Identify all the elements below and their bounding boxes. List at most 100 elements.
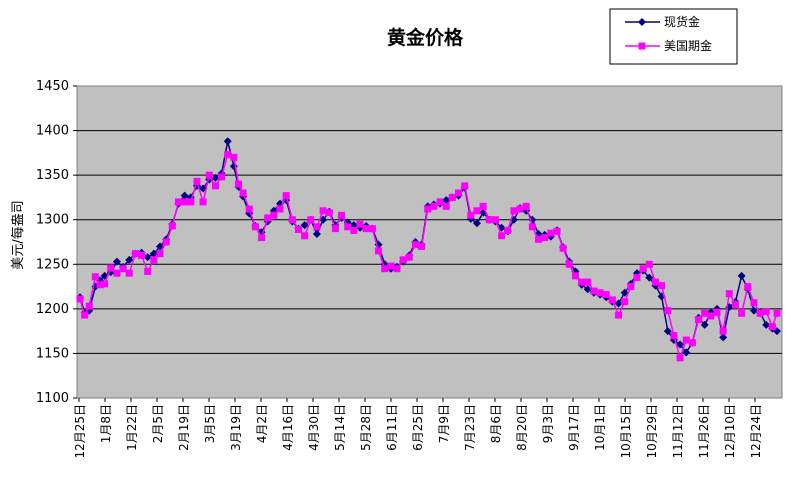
data-point — [91, 273, 99, 281]
x-tick-label: 12月25日 — [73, 404, 87, 459]
data-point — [602, 291, 610, 299]
x-tick-label: 4月2日 — [255, 404, 269, 443]
data-point — [356, 220, 364, 228]
data-point — [571, 272, 579, 280]
data-point — [528, 223, 536, 231]
data-point — [411, 241, 419, 249]
data-point — [442, 202, 450, 210]
y-tick-label: 1100 — [36, 391, 69, 406]
data-point — [312, 229, 321, 238]
x-tick-label: 1月22日 — [125, 404, 139, 451]
data-point — [596, 289, 604, 297]
data-point — [756, 309, 764, 317]
data-point — [701, 309, 709, 317]
x-tick-label: 4月16日 — [281, 404, 295, 451]
data-point — [719, 327, 727, 335]
legend-label: 美国期金 — [664, 38, 712, 53]
data-point — [664, 307, 672, 315]
data-point — [96, 281, 104, 289]
data-point — [485, 216, 493, 224]
x-tick-label: 8月6日 — [489, 404, 503, 443]
data-point — [633, 274, 641, 282]
data-point — [565, 260, 573, 268]
y-tick-label: 1300 — [36, 213, 69, 228]
y-axis: 1100 1150 1200 1250 1300 1350 1400 1450 — [36, 79, 77, 406]
data-point — [448, 193, 456, 201]
data-point — [258, 234, 266, 242]
x-tick-label: 4月30日 — [307, 404, 321, 451]
x-tick-label: 3月5日 — [203, 404, 217, 443]
data-point — [707, 312, 715, 320]
data-point — [150, 256, 158, 264]
data-point — [553, 227, 561, 235]
data-point — [522, 202, 530, 210]
x-tick-label: 10月1日 — [593, 404, 607, 451]
data-point — [101, 280, 109, 288]
chart-title: 黄金价格 — [387, 26, 464, 49]
data-point — [621, 298, 629, 306]
data-point — [504, 226, 512, 234]
data-point — [119, 265, 127, 273]
data-point — [719, 333, 728, 342]
data-point — [762, 308, 770, 316]
data-point — [614, 299, 623, 308]
data-point — [479, 202, 487, 210]
x-tick-label: 5月14日 — [333, 404, 347, 451]
data-point — [430, 202, 438, 210]
data-point — [251, 223, 259, 231]
data-point — [670, 332, 678, 340]
data-point — [627, 283, 635, 291]
data-point — [174, 198, 182, 206]
data-point — [381, 265, 389, 273]
data-point — [76, 295, 84, 303]
x-tick-label: 11月12日 — [671, 404, 685, 459]
data-point — [211, 173, 220, 182]
data-point — [682, 336, 690, 344]
y-tick-label: 1200 — [36, 302, 69, 317]
data-point — [107, 264, 115, 272]
data-point — [239, 189, 247, 197]
data-point — [199, 198, 207, 206]
series-1 — [76, 151, 781, 362]
data-point — [731, 300, 739, 308]
data-point — [436, 198, 444, 206]
legend-box — [609, 8, 738, 65]
data-point — [205, 171, 213, 179]
data-point — [762, 320, 771, 329]
data-point — [651, 278, 659, 286]
plot-area — [76, 85, 783, 399]
data-point — [645, 273, 654, 282]
data-point — [288, 216, 296, 224]
data-point — [344, 223, 352, 231]
data-point — [472, 219, 481, 228]
data-point — [639, 265, 647, 273]
data-point — [424, 205, 432, 213]
data-point — [578, 278, 586, 286]
data-point — [541, 234, 549, 242]
x-tick-label: 7月23日 — [463, 404, 477, 451]
data-point — [168, 222, 176, 230]
data-point — [725, 290, 733, 298]
data-point — [374, 247, 382, 255]
data-point — [750, 299, 758, 307]
data-point — [125, 269, 133, 277]
y-tick-label: 1150 — [36, 346, 69, 361]
data-point — [461, 182, 469, 190]
x-tick-label: 6月11日 — [385, 404, 399, 451]
data-point — [584, 278, 592, 286]
data-point — [399, 256, 407, 264]
data-point — [350, 226, 358, 234]
data-point — [700, 320, 709, 329]
data-point — [187, 198, 195, 206]
series-layer — [76, 137, 781, 362]
data-point — [583, 285, 592, 294]
data-point — [301, 232, 309, 240]
data-point — [81, 311, 89, 319]
data-point — [264, 214, 272, 222]
x-tick-label: 12月24日 — [749, 404, 763, 459]
data-point — [331, 225, 339, 233]
data-point — [676, 340, 685, 349]
y-tick-label: 1400 — [36, 124, 69, 139]
